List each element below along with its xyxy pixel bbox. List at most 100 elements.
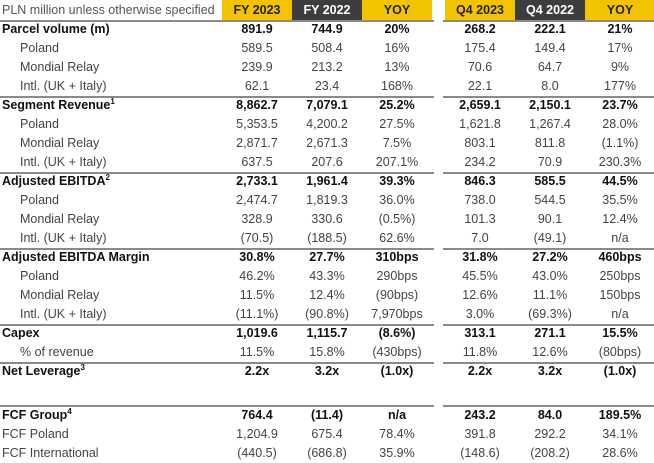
cell-value: 1,115.7 bbox=[306, 326, 348, 340]
cell-value: 891.9 bbox=[241, 22, 273, 36]
cell-value: 330.6 bbox=[311, 212, 343, 226]
cell-value: 268.2 bbox=[464, 22, 496, 36]
row-label: Mondial Relay bbox=[20, 60, 100, 74]
header-note: PLN million unless otherwise specified bbox=[2, 3, 215, 17]
cell-value: 207.1% bbox=[375, 155, 419, 169]
cell-value: 637.5 bbox=[241, 155, 273, 169]
row-divider bbox=[443, 362, 654, 364]
cell-value: 1,267.4 bbox=[529, 117, 571, 131]
cell-value: 149.4 bbox=[534, 41, 566, 55]
row-label: FCF Poland bbox=[2, 427, 69, 441]
cell-value: 11.5% bbox=[239, 345, 275, 359]
cell-value: 290bps bbox=[376, 269, 418, 283]
cell-value: n/a bbox=[387, 408, 407, 422]
cell-value: 16% bbox=[384, 41, 410, 55]
cell-value: 11.1% bbox=[532, 288, 568, 302]
group-label: Adjusted EBITDA2 bbox=[2, 172, 110, 188]
cell-value: 189.5% bbox=[598, 408, 642, 422]
cell-value: 7,970bps bbox=[371, 307, 423, 321]
row-label: Poland bbox=[20, 117, 59, 131]
cell-value: 12.4% bbox=[309, 288, 345, 302]
cell-value: (11.1%) bbox=[235, 307, 279, 321]
cell-value: 39.3% bbox=[379, 174, 415, 188]
cell-value: (1.1%) bbox=[601, 136, 639, 150]
cell-value: 239.9 bbox=[241, 60, 273, 74]
footnote-ref: 4 bbox=[67, 406, 72, 416]
cell-value: 21% bbox=[607, 22, 633, 36]
group-label: Segment Revenue1 bbox=[2, 96, 115, 112]
cell-value: 46.2% bbox=[239, 269, 275, 283]
column-header: FY 2022 bbox=[292, 0, 362, 20]
cell-value: 544.5 bbox=[534, 193, 566, 207]
cell-value: 15.5% bbox=[602, 326, 638, 340]
cell-value: 230.3% bbox=[598, 155, 642, 169]
row-divider bbox=[0, 172, 434, 174]
cell-value: 9% bbox=[610, 60, 630, 74]
cell-value: 310bps bbox=[375, 250, 419, 264]
cell-value: 27.7% bbox=[309, 250, 345, 264]
cell-value: 22.1 bbox=[467, 79, 493, 93]
cell-value: (208.2) bbox=[530, 446, 570, 460]
cell-value: 234.2 bbox=[464, 155, 496, 169]
cell-value: 2,150.1 bbox=[529, 98, 571, 112]
cell-value: 70.9 bbox=[537, 155, 563, 169]
cell-value: 4,200.2 bbox=[306, 117, 348, 131]
footnote-ref: 2 bbox=[105, 172, 110, 182]
row-divider bbox=[0, 324, 434, 326]
cell-value: 271.1 bbox=[534, 326, 566, 340]
cell-value: 23.7% bbox=[602, 98, 638, 112]
cell-value: 589.5 bbox=[241, 41, 273, 55]
cell-value: 3.2x bbox=[537, 364, 563, 378]
cell-value: (1.0x) bbox=[603, 364, 637, 378]
cell-value: 12.6% bbox=[462, 288, 498, 302]
cell-value: 207.6 bbox=[311, 155, 343, 169]
cell-value: (69.3%) bbox=[528, 307, 572, 321]
cell-value: 45.5% bbox=[462, 269, 498, 283]
cell-value: 292.2 bbox=[534, 427, 566, 441]
cell-value: 2.2x bbox=[244, 364, 270, 378]
cell-value: 803.1 bbox=[464, 136, 496, 150]
cell-value: (11.4) bbox=[311, 408, 343, 422]
cell-value: 78.4% bbox=[379, 427, 415, 441]
column-header: FY 2023 bbox=[222, 0, 292, 20]
row-label: Poland bbox=[20, 41, 59, 55]
cell-value: 1,204.9 bbox=[236, 427, 278, 441]
row-divider bbox=[0, 405, 434, 407]
cell-value: 43.0% bbox=[532, 269, 568, 283]
cell-value: 764.4 bbox=[241, 408, 273, 422]
column-header: Q4 2023 bbox=[445, 0, 515, 20]
cell-value: (90.8%) bbox=[305, 307, 349, 321]
cell-value: n/a bbox=[611, 307, 629, 321]
row-label: Mondial Relay bbox=[20, 136, 100, 150]
group-label: Capex bbox=[2, 326, 40, 340]
cell-value: 34.1% bbox=[602, 427, 638, 441]
cell-value: 2.2x bbox=[467, 364, 493, 378]
cell-value: 7.5% bbox=[382, 136, 412, 150]
cell-value: 90.1 bbox=[537, 212, 563, 226]
cell-value: 168% bbox=[381, 79, 413, 93]
cell-value: 8,862.7 bbox=[236, 98, 278, 112]
cell-value: 243.2 bbox=[464, 408, 496, 422]
cell-value: n/a bbox=[611, 231, 629, 245]
cell-value: 70.6 bbox=[467, 60, 493, 74]
row-divider bbox=[443, 172, 654, 174]
cell-value: 101.3 bbox=[464, 212, 496, 226]
cell-value: (80bps) bbox=[598, 345, 642, 359]
cell-value: (430bps) bbox=[372, 345, 422, 359]
group-label: Net Leverage3 bbox=[2, 362, 85, 378]
row-label: Mondial Relay bbox=[20, 288, 100, 302]
row-divider bbox=[443, 248, 654, 250]
cell-value: 8.0 bbox=[541, 79, 559, 93]
cell-value: (440.5) bbox=[237, 446, 277, 460]
cell-value: 43.3% bbox=[309, 269, 345, 283]
cell-value: 64.7 bbox=[537, 60, 563, 74]
cell-value: 35.5% bbox=[602, 193, 638, 207]
cell-value: (8.6%) bbox=[378, 326, 416, 340]
row-divider bbox=[0, 362, 434, 364]
cell-value: 313.1 bbox=[464, 326, 496, 340]
row-divider bbox=[0, 248, 434, 250]
cell-value: 328.9 bbox=[241, 212, 273, 226]
row-divider bbox=[443, 324, 654, 326]
cell-value: 31.8% bbox=[462, 250, 498, 264]
